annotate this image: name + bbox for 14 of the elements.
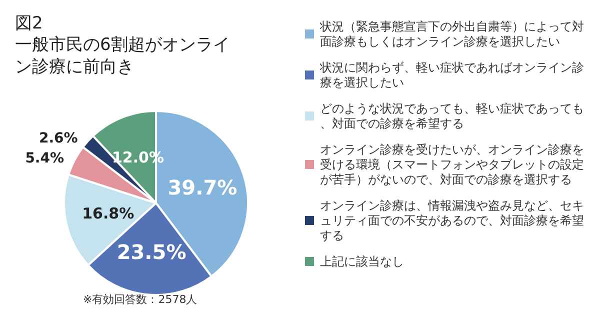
legend-label: 上記に該当なし <box>320 254 404 268</box>
text: ※有効回答数：2578人 <box>83 293 198 306</box>
data-label: 16.8% <box>82 204 134 222</box>
data-label: 23.5% <box>116 240 186 264</box>
legend-label: 状況（緊急事態宣言下の外出自粛等）によって対面診療もしくはオンライン診療を選択したい <box>319 20 584 48</box>
legend-label: オンライン診療を受けたいが、オンライン診療を受ける環境（スマートフォンやタブレットの設定が苦手）がないので、対面での診療を選択する <box>320 142 584 186</box>
data-label: 5.4% <box>25 150 64 166</box>
legend-label: 状況に関わらず、軽い症状であればオンライン診療を選択したい <box>319 60 584 90</box>
text: 一般市民の6割超がオンライン診療に前向き <box>15 35 230 77</box>
data-label: 39.7% <box>168 175 238 200</box>
legend-label: オンライン診療は、情報漏洩や盗み見など、セキュリティ面での不安があるので、対面診療を希望する <box>320 198 584 242</box>
chart-title: 図2 <box>15 14 43 34</box>
legend-label: どのような状況であっても、軽い症状であっても、対面での診療を希望する <box>320 102 584 130</box>
data-label: 2.6% <box>38 130 78 147</box>
